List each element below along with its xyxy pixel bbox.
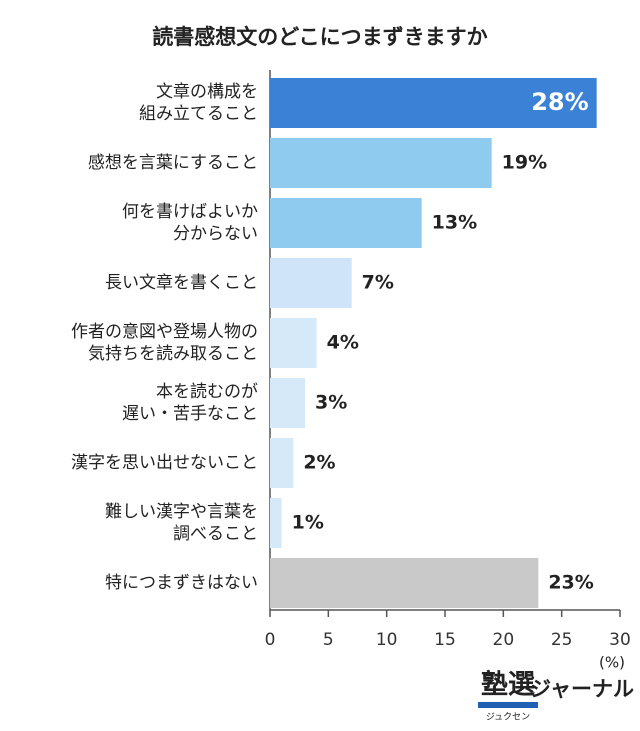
x-tick-label: 30 <box>609 630 631 650</box>
category-label: 漢字を思い出せないこと <box>71 453 258 473</box>
bar <box>270 558 539 608</box>
category-line: 何を書けばよいか <box>122 202 258 222</box>
x-tick-label: 10 <box>376 630 398 650</box>
category-label: 感想を言葉にすること <box>88 153 258 173</box>
bar <box>270 198 422 248</box>
value-label: 4% <box>327 332 359 354</box>
x-tick-label: 20 <box>493 630 515 650</box>
category-line: 分からない <box>173 224 258 244</box>
category-label: 特につまずきはない <box>105 573 258 593</box>
value-label: 1% <box>292 512 324 534</box>
category-line: 気持ちを読み取ること <box>88 344 258 364</box>
value-label: 28% <box>531 88 588 116</box>
category-label: 作者の意図や登場人物の気持ちを読み取ること <box>71 322 258 364</box>
category-line: 遅い・苦手なこと <box>122 404 258 424</box>
x-tick-label: 25 <box>551 630 573 650</box>
category-line: 難しい漢字や言葉を <box>105 502 258 522</box>
logo: 塾選 ジュクセン ジャーナル <box>478 669 634 723</box>
bar <box>270 378 305 428</box>
category-label: 何を書けばよいか分からない <box>122 202 258 244</box>
value-label: 3% <box>315 392 347 414</box>
logo-main: 塾選 <box>481 669 535 701</box>
x-tick-label: 5 <box>323 630 334 650</box>
category-line: 組み立てること <box>139 104 258 124</box>
category-line: 調べること <box>173 524 258 544</box>
logo-suffix: ジャーナル <box>530 677 634 701</box>
category-line: 文章の構成を <box>156 82 258 102</box>
category-label: 本を読むのが遅い・苦手なこと <box>122 382 258 424</box>
logo-reading: ジュクセン <box>486 712 530 723</box>
bar <box>270 138 492 188</box>
bar <box>270 78 597 128</box>
value-label: 13% <box>432 212 477 234</box>
bar <box>270 258 352 308</box>
category-label: 長い文章を書くこと <box>105 273 258 293</box>
x-unit: (%) <box>599 654 625 672</box>
category-line: 本を読むのが <box>156 382 258 402</box>
value-label: 23% <box>548 572 593 594</box>
x-tick-label: 0 <box>265 630 276 650</box>
category-label: 文章の構成を組み立てること <box>139 82 258 124</box>
value-label: 7% <box>362 272 394 294</box>
category-line: 作者の意図や登場人物の <box>71 322 258 342</box>
bar <box>270 498 282 548</box>
category-label: 難しい漢字や言葉を調べること <box>105 502 258 544</box>
value-label: 19% <box>502 152 547 174</box>
bar <box>270 438 294 488</box>
chart-title: 読書感想文のどこにつまずきますか <box>152 25 487 49</box>
value-label: 2% <box>303 452 335 474</box>
bar <box>270 318 317 368</box>
logo-bar <box>478 702 538 708</box>
x-tick-label: 15 <box>434 630 456 650</box>
